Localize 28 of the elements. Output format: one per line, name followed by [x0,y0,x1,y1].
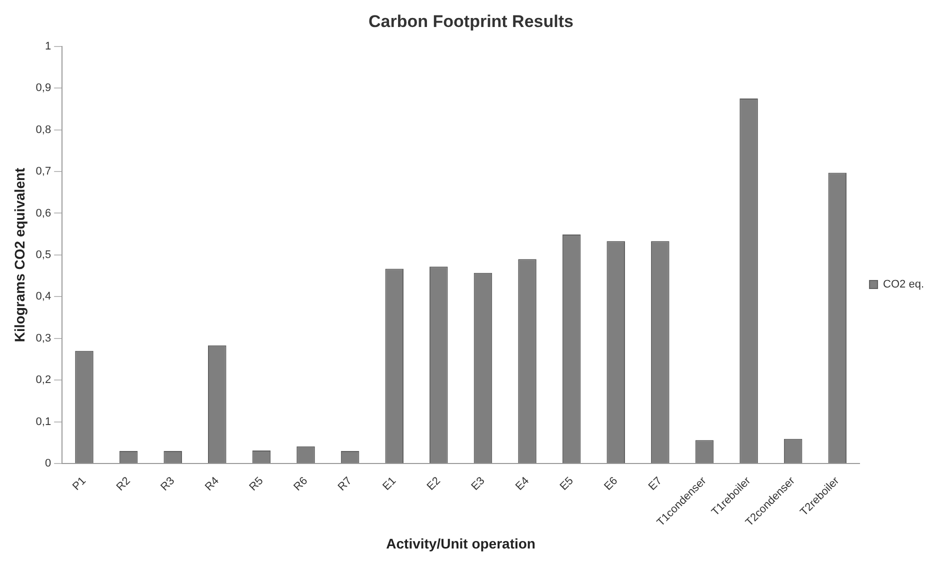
x-tick-label: E4 [514,474,532,493]
x-tick-label: P1 [70,474,89,493]
x-tick-label: R2 [114,474,133,494]
legend-label: CO2 eq. [883,278,924,291]
y-tick-label: 1 [44,40,52,52]
y-tick-label: 0,6 [36,207,52,220]
x-tick-label: R7 [336,474,354,494]
x-tick-label: E5 [558,474,576,493]
x-tick-label: E2 [424,474,443,493]
x-tick-label: R6 [292,474,310,494]
x-tick-label: E6 [602,474,620,493]
x-axis-title: Activity/Unit operation [386,535,536,552]
chart-title: Carbon Footprint Results [368,12,574,31]
y-tick-label: 0,7 [36,166,52,178]
y-tick-label: 0,5 [36,248,52,261]
x-tick-label: E3 [469,474,488,493]
y-tick-label: 0,2 [36,374,52,386]
x-tick-label: R5 [247,474,266,494]
y-tick-label: 0,9 [36,82,52,94]
y-axis-title: Kilograms CO2 equivalent [11,167,28,342]
x-tick-label: R3 [158,474,178,494]
y-tick-label: 0,1 [36,416,52,428]
y-tick-label: 0,8 [36,124,52,136]
y-tick-label: 0,3 [36,332,52,344]
x-tick-label: E1 [380,474,399,493]
y-tick-label: 0 [44,457,52,470]
y-tick-label: 0,4 [36,290,52,303]
x-tick-label: R4 [202,474,222,494]
